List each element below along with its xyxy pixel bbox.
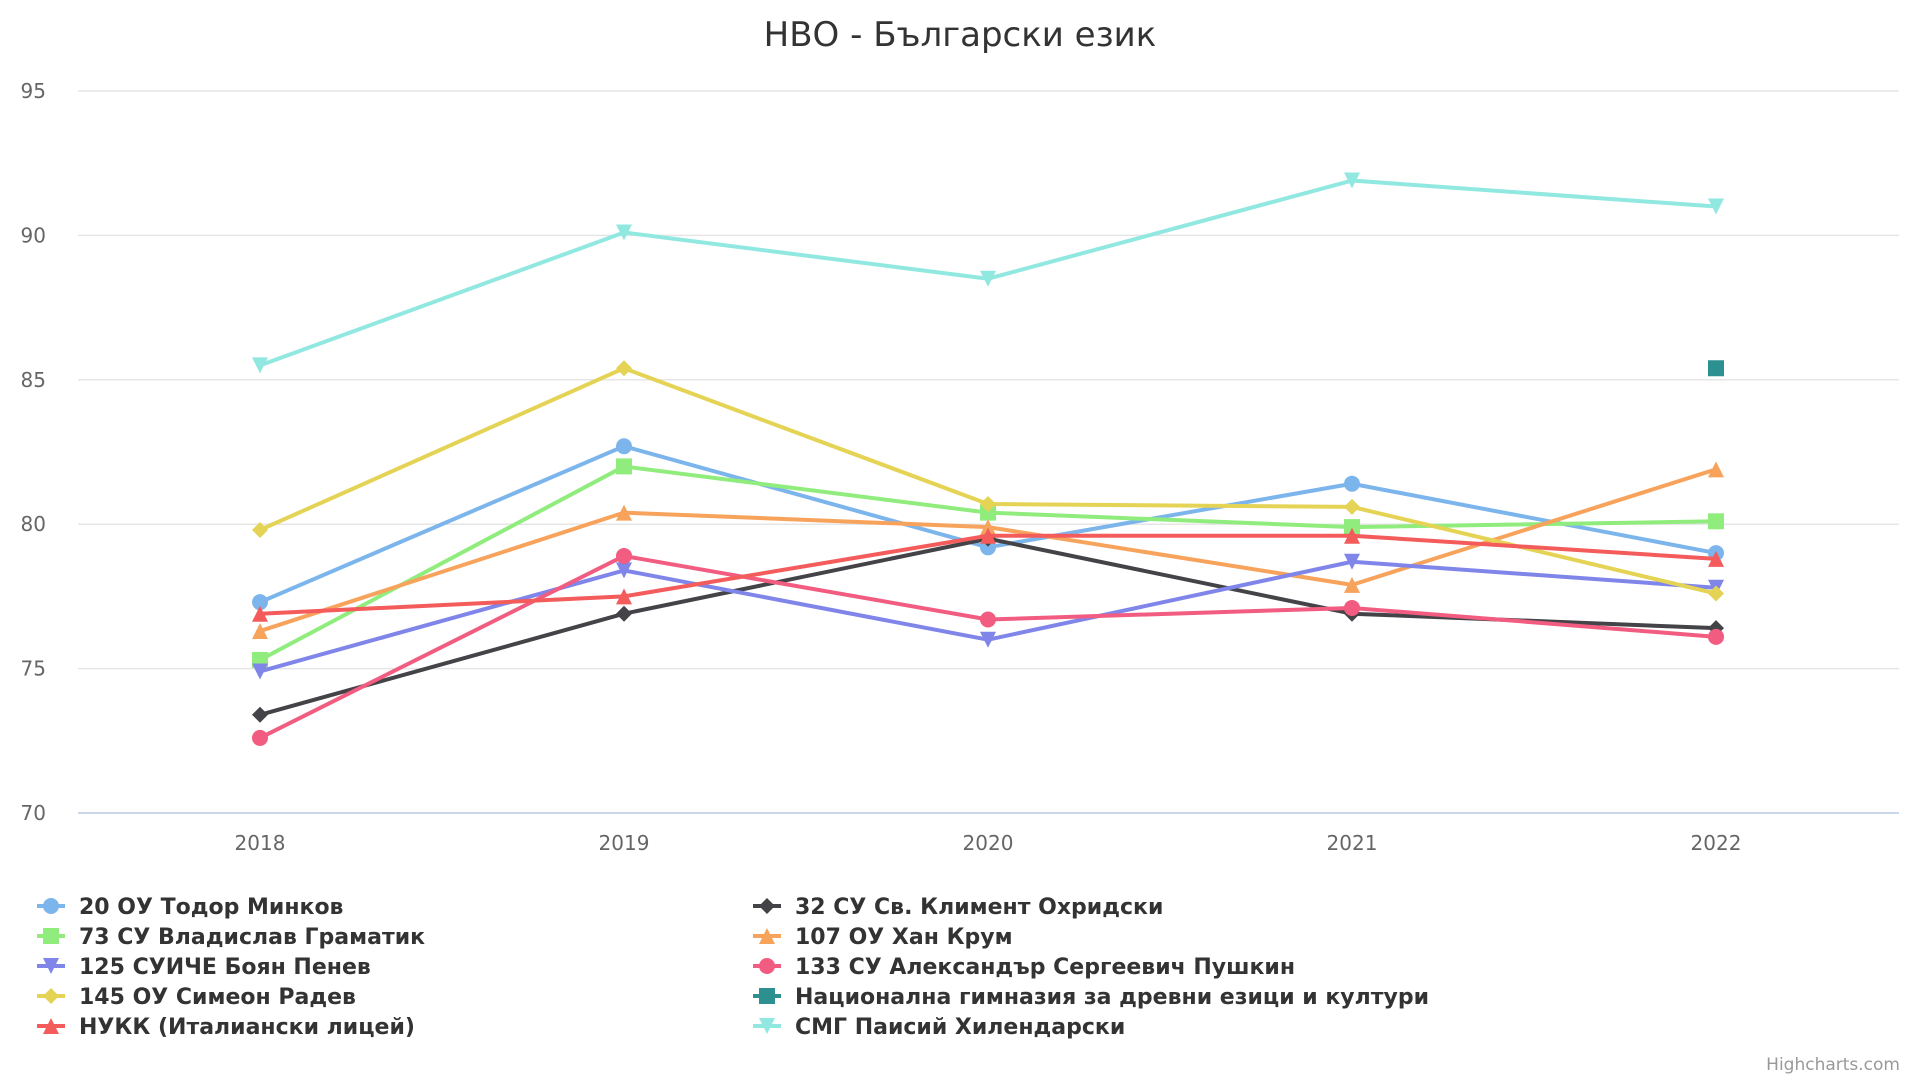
legend-label: 145 ОУ Симеон Радев	[79, 985, 356, 1010]
series	[252, 461, 1724, 640]
marker-square	[759, 988, 775, 1004]
marker-diamond[interactable]	[616, 360, 632, 377]
marker-circle[interactable]	[252, 594, 268, 611]
legend-label: 32 СУ Св. Климент Охридски	[795, 895, 1163, 920]
marker-diamond[interactable]	[1708, 585, 1724, 602]
marker-circle[interactable]	[1708, 628, 1724, 645]
series	[252, 360, 1724, 602]
series	[1708, 360, 1724, 377]
marker-triangle[interactable]	[252, 605, 268, 622]
marker-square[interactable]	[1344, 519, 1360, 536]
y-tick-label: 90	[21, 223, 46, 247]
marker-circle	[759, 958, 775, 974]
marker-circle[interactable]	[616, 438, 632, 455]
marker-triangle-down	[759, 1018, 775, 1034]
marker-triangle-down[interactable]	[980, 270, 996, 287]
legend-label: Национална гимназия за древни езици и ку…	[795, 985, 1429, 1010]
x-axis: 2018 2019 2020 2021 2022	[235, 831, 1742, 855]
marker-circle[interactable]	[1344, 599, 1360, 616]
marker-diamond	[759, 898, 775, 914]
marker-circle	[43, 898, 59, 914]
series	[252, 458, 1724, 668]
legend-item[interactable]: 133 СУ Александър Сергеевич Пушкин	[753, 955, 1295, 980]
x-tick-label: 2018	[235, 831, 286, 855]
legend-item[interactable]: 125 СУИЧЕ Боян Пенев	[37, 955, 371, 980]
legend-item[interactable]: 145 ОУ Симеон Радев	[37, 985, 356, 1010]
marker-diamond[interactable]	[980, 495, 996, 512]
marker-circle[interactable]	[1344, 475, 1360, 492]
x-tick-label: 2019	[599, 831, 650, 855]
marker-circle[interactable]	[980, 611, 996, 628]
marker-triangle[interactable]	[980, 519, 996, 536]
marker-diamond[interactable]	[252, 521, 268, 538]
y-tick-label: 95	[21, 79, 46, 103]
series	[252, 172, 1724, 374]
marker-triangle[interactable]	[616, 504, 632, 521]
marker-triangle[interactable]	[616, 588, 632, 605]
legend-label: 133 СУ Александър Сергеевич Пушкин	[795, 955, 1295, 980]
series-group	[252, 172, 1724, 746]
marker-triangle-down[interactable]	[616, 562, 632, 579]
marker-triangle-down	[43, 958, 59, 974]
chart-title: НВО - Български език	[764, 15, 1157, 55]
marker-triangle	[43, 1018, 59, 1034]
marker-square[interactable]	[616, 458, 632, 475]
marker-triangle-down[interactable]	[980, 631, 996, 648]
y-tick-label: 80	[21, 512, 46, 536]
marker-square[interactable]	[1708, 360, 1724, 377]
series	[252, 527, 1724, 622]
legend-label: 73 СУ Владислав Граматик	[79, 925, 425, 950]
marker-triangle[interactable]	[1344, 576, 1360, 593]
marker-triangle[interactable]	[1344, 527, 1360, 544]
marker-diamond[interactable]	[252, 706, 268, 723]
legend-item[interactable]: 32 СУ Св. Климент Охридски	[753, 895, 1163, 920]
marker-diamond	[43, 988, 59, 1004]
marker-circle[interactable]	[252, 729, 268, 746]
legend-item[interactable]: СМГ Паисий Хилендарски	[753, 1015, 1125, 1040]
marker-triangle[interactable]	[252, 623, 268, 640]
marker-triangle-down[interactable]	[1708, 198, 1724, 215]
marker-triangle[interactable]	[1708, 550, 1724, 567]
legend-item[interactable]: 107 ОУ Хан Крум	[753, 925, 1013, 950]
y-tick-label: 70	[21, 801, 46, 825]
y-tick-label: 85	[21, 368, 46, 392]
marker-triangle-down[interactable]	[616, 224, 632, 241]
marker-square[interactable]	[1708, 513, 1724, 530]
legend-label: 107 ОУ Хан Крум	[795, 925, 1013, 950]
marker-square[interactable]	[980, 504, 996, 521]
marker-diamond[interactable]	[1344, 498, 1360, 515]
marker-triangle-down[interactable]	[1344, 553, 1360, 570]
legend-item[interactable]: Национална гимназия за древни езици и ку…	[753, 985, 1429, 1010]
marker-triangle[interactable]	[980, 527, 996, 544]
legend-item[interactable]: 20 ОУ Тодор Минков	[37, 895, 343, 920]
legend-item[interactable]: 73 СУ Владислав Граматик	[37, 925, 425, 950]
marker-triangle-down[interactable]	[1344, 172, 1360, 189]
series	[252, 547, 1724, 746]
marker-triangle[interactable]	[1708, 461, 1724, 478]
marker-triangle	[759, 928, 775, 944]
marker-triangle-down[interactable]	[252, 357, 268, 374]
marker-circle[interactable]	[616, 547, 632, 564]
credits-link[interactable]: Highcharts.com	[1766, 1055, 1900, 1075]
x-tick-label: 2022	[1691, 831, 1742, 855]
x-tick-label: 2020	[963, 831, 1014, 855]
legend-label: СМГ Паисий Хилендарски	[795, 1015, 1125, 1040]
legend-label: 125 СУИЧЕ Боян Пенев	[79, 955, 371, 980]
y-axis: 70 75 80 85 90 95	[21, 79, 46, 825]
marker-diamond[interactable]	[616, 605, 632, 622]
marker-triangle-down[interactable]	[252, 663, 268, 680]
legend: 20 ОУ Тодор Минков 32 СУ Св. Климент Охри…	[37, 895, 1429, 1040]
legend-item[interactable]: НУКК (Италиански лицей)	[37, 1015, 415, 1040]
marker-square	[43, 928, 59, 944]
x-tick-label: 2021	[1327, 831, 1378, 855]
y-tick-label: 75	[21, 657, 46, 681]
legend-label: НУКК (Италиански лицей)	[79, 1015, 415, 1040]
legend-label: 20 ОУ Тодор Минков	[79, 895, 343, 920]
